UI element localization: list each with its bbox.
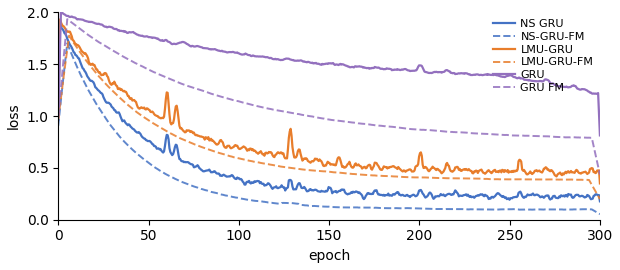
GRU FM — [596, 173, 604, 176]
NS GRU — [374, 193, 382, 196]
GRU FM — [151, 71, 159, 74]
NS GRU — [195, 165, 202, 168]
GRU — [301, 60, 308, 63]
LMU-GRU-FM — [301, 168, 308, 171]
X-axis label: epoch: epoch — [308, 249, 350, 263]
GRU FM — [463, 131, 471, 134]
NS GRU — [151, 144, 159, 148]
GRU FM — [301, 114, 308, 117]
GRU — [57, 11, 64, 14]
GRU — [463, 72, 471, 75]
Line: GRU FM: GRU FM — [58, 19, 600, 175]
GRU FM — [417, 128, 425, 131]
NS GRU — [417, 188, 425, 192]
LMU-GRU — [301, 157, 308, 160]
NS GRU — [301, 185, 308, 188]
LMU-GRU-FM — [596, 197, 604, 201]
LMU-GRU — [55, 116, 62, 119]
Line: NS-GRU-FM: NS-GRU-FM — [58, 43, 600, 214]
GRU — [374, 66, 382, 69]
LMU-GRU — [374, 164, 382, 167]
LMU-GRU-FM — [55, 118, 62, 121]
NS-GRU-FM — [151, 166, 159, 169]
Line: GRU: GRU — [58, 12, 600, 136]
LMU-GRU-FM — [65, 34, 73, 37]
LMU-GRU — [56, 18, 64, 21]
Y-axis label: loss: loss — [7, 103, 21, 129]
GRU — [596, 134, 604, 137]
GRU FM — [63, 18, 71, 21]
NS-GRU-FM — [596, 212, 604, 216]
NS GRU — [596, 200, 604, 203]
LMU-GRU-FM — [195, 144, 202, 147]
GRU FM — [374, 124, 382, 127]
GRU — [55, 114, 62, 117]
LMU-GRU — [195, 134, 202, 137]
NS-GRU-FM — [301, 204, 308, 207]
LMU-GRU-FM — [151, 123, 159, 126]
NS-GRU-FM — [195, 186, 202, 190]
LMU-GRU-FM — [463, 177, 471, 180]
Line: LMU-GRU-FM: LMU-GRU-FM — [58, 36, 600, 199]
LMU-GRU — [417, 151, 425, 154]
LMU-GRU-FM — [417, 176, 425, 179]
NS-GRU-FM — [63, 42, 71, 45]
LMU-GRU — [596, 182, 604, 185]
NS GRU — [55, 118, 62, 121]
NS-GRU-FM — [417, 207, 425, 210]
GRU FM — [55, 116, 62, 119]
LMU-GRU-FM — [374, 174, 382, 177]
NS GRU — [56, 22, 64, 25]
NS-GRU-FM — [463, 208, 471, 211]
GRU FM — [195, 88, 202, 91]
Legend: NS GRU, NS-GRU-FM, LMU-GRU, LMU-GRU-FM, GRU, GRU FM: NS GRU, NS-GRU-FM, LMU-GRU, LMU-GRU-FM, … — [488, 15, 598, 97]
LMU-GRU — [463, 168, 471, 171]
GRU — [417, 64, 425, 67]
Line: NS GRU: NS GRU — [58, 23, 600, 201]
NS-GRU-FM — [55, 124, 62, 127]
NS GRU — [463, 194, 471, 197]
Line: LMU-GRU: LMU-GRU — [58, 19, 600, 183]
NS-GRU-FM — [374, 206, 382, 210]
LMU-GRU — [151, 113, 159, 117]
GRU — [195, 45, 202, 48]
GRU — [151, 36, 159, 39]
